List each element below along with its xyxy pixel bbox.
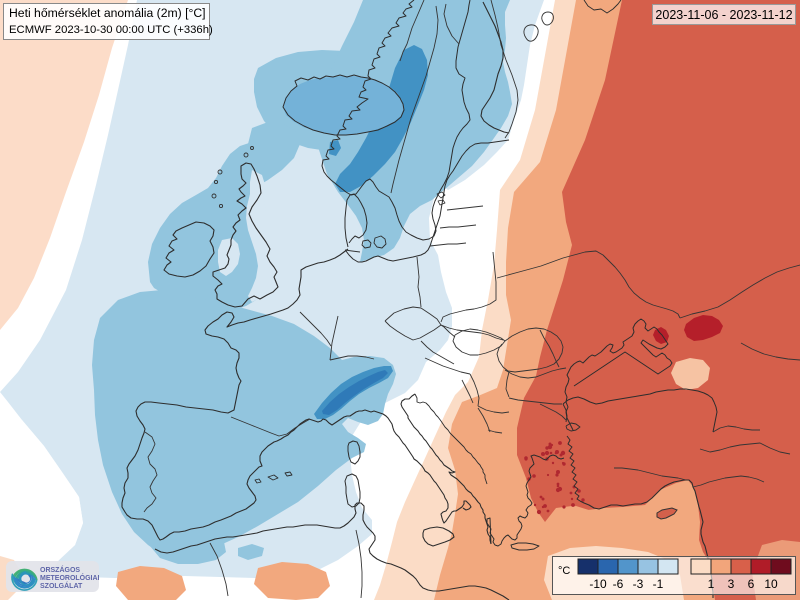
svg-text:2023-11-06 - 2023-11-12: 2023-11-06 - 2023-11-12 — [655, 8, 792, 22]
svg-text:-6: -6 — [613, 577, 624, 591]
svg-text:ORSZÁGOS: ORSZÁGOS — [40, 565, 80, 574]
svg-text:METEOROLÓGIAI: METEOROLÓGIAI — [40, 573, 100, 582]
svg-text:6: 6 — [748, 577, 755, 591]
svg-text:°C: °C — [558, 565, 570, 577]
svg-text:Heti hőmérséklet anomália (2m): Heti hőmérséklet anomália (2m) [°C] — [9, 6, 206, 20]
svg-text:10: 10 — [764, 577, 778, 591]
svg-text:3: 3 — [728, 577, 735, 591]
svg-text:SZOLGÁLAT: SZOLGÁLAT — [40, 581, 83, 590]
svg-text:-3: -3 — [633, 577, 644, 591]
svg-text:-1: -1 — [653, 577, 664, 591]
svg-text:ECMWF 2023-10-30 00:00 UTC (+3: ECMWF 2023-10-30 00:00 UTC (+336h) — [9, 24, 213, 36]
svg-text:-10: -10 — [589, 577, 607, 591]
svg-text:1: 1 — [708, 577, 715, 591]
